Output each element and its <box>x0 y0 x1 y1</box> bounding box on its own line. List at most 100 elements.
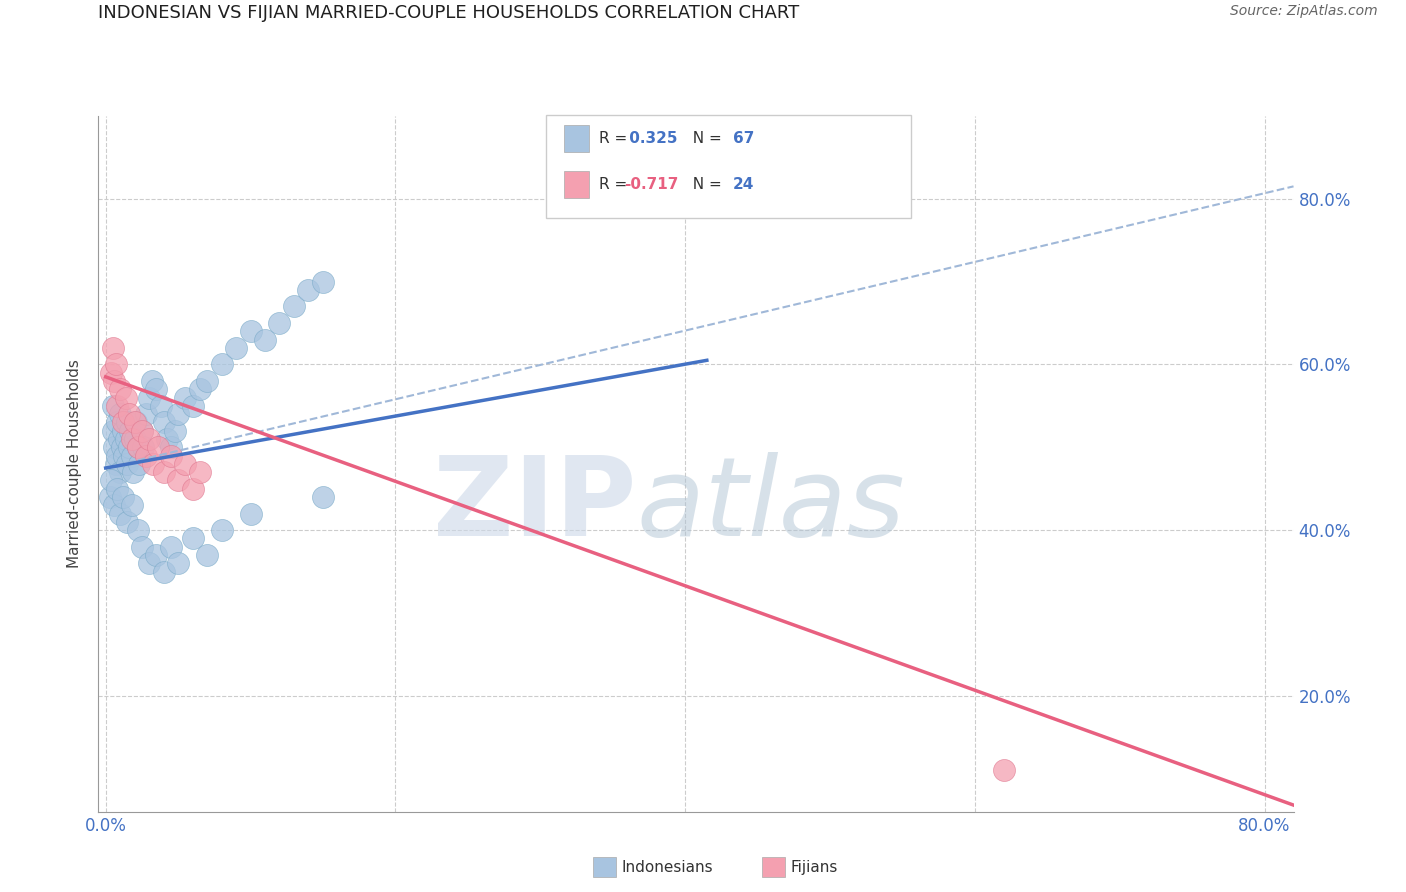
Point <box>138 556 160 570</box>
Point <box>160 440 183 454</box>
Point <box>103 498 125 512</box>
Point <box>120 424 142 438</box>
Point <box>125 416 148 430</box>
Point <box>181 532 204 546</box>
Point <box>152 465 174 479</box>
Point <box>128 457 150 471</box>
Point <box>152 416 174 430</box>
Point <box>101 424 124 438</box>
Point <box>146 440 169 454</box>
Point <box>112 424 135 438</box>
Text: N =: N = <box>683 178 727 193</box>
Point <box>138 391 160 405</box>
Text: 24: 24 <box>733 178 754 193</box>
Point <box>225 341 247 355</box>
Point <box>167 556 190 570</box>
Point <box>107 432 129 446</box>
Point <box>110 440 132 454</box>
Point <box>132 440 155 454</box>
Point <box>105 449 128 463</box>
Text: Source: ZipAtlas.com: Source: ZipAtlas.com <box>1230 4 1378 19</box>
Point <box>131 424 153 438</box>
Point <box>112 416 135 430</box>
Text: INDONESIAN VS FIJIAN MARRIED-COUPLE HOUSEHOLDS CORRELATION CHART: INDONESIAN VS FIJIAN MARRIED-COUPLE HOUS… <box>98 4 800 22</box>
Point <box>188 382 211 396</box>
Text: 67: 67 <box>733 131 754 146</box>
Point <box>117 457 139 471</box>
Point <box>127 440 149 454</box>
Point <box>195 374 218 388</box>
Point <box>160 449 183 463</box>
Point <box>312 275 335 289</box>
Point <box>117 515 139 529</box>
Point <box>118 440 141 454</box>
Point <box>124 416 146 430</box>
Point <box>104 457 127 471</box>
Point <box>115 391 138 405</box>
Point <box>145 382 167 396</box>
Point <box>239 324 262 338</box>
Point <box>103 440 125 454</box>
Point <box>100 366 122 380</box>
Point <box>152 565 174 579</box>
Point <box>145 548 167 562</box>
Point <box>181 399 204 413</box>
Point <box>103 374 125 388</box>
Point <box>211 358 233 372</box>
Point <box>117 416 139 430</box>
Point <box>105 399 128 413</box>
Text: Fijians: Fijians <box>790 860 838 874</box>
Point <box>101 399 124 413</box>
Y-axis label: Married-couple Households: Married-couple Households <box>67 359 83 568</box>
Point <box>167 407 190 421</box>
Point <box>118 407 141 421</box>
Point <box>98 490 121 504</box>
Point <box>165 424 187 438</box>
Point <box>122 465 145 479</box>
Point <box>127 523 149 537</box>
Point <box>211 523 233 537</box>
Point <box>155 432 177 446</box>
Point <box>142 457 165 471</box>
Point <box>112 490 135 504</box>
Point <box>127 440 149 454</box>
Point <box>195 548 218 562</box>
Point <box>167 474 190 488</box>
Point <box>121 432 143 446</box>
Point <box>181 482 204 496</box>
Point <box>239 507 262 521</box>
Point <box>135 407 157 421</box>
Point <box>114 449 136 463</box>
Point <box>108 507 131 521</box>
Point <box>160 540 183 554</box>
Point <box>101 341 124 355</box>
Point <box>104 358 127 372</box>
Point <box>149 399 172 413</box>
Point <box>141 374 163 388</box>
Text: -0.717: -0.717 <box>624 178 679 193</box>
Point <box>138 432 160 446</box>
Point <box>124 432 146 446</box>
Text: Indonesians: Indonesians <box>621 860 713 874</box>
Point <box>108 382 131 396</box>
Point <box>108 465 131 479</box>
Point <box>174 391 197 405</box>
Text: R =: R = <box>599 131 633 146</box>
Point <box>105 482 128 496</box>
Point <box>993 764 1015 778</box>
Text: R =: R = <box>599 178 633 193</box>
Point <box>108 407 131 421</box>
Point <box>253 333 276 347</box>
Text: 0.325: 0.325 <box>624 131 678 146</box>
Point <box>121 449 143 463</box>
Point <box>269 316 291 330</box>
Point <box>135 449 157 463</box>
Point <box>100 474 122 488</box>
Point <box>188 465 211 479</box>
Text: ZIP: ZIP <box>433 452 637 559</box>
Text: N =: N = <box>683 131 727 146</box>
Point <box>297 283 319 297</box>
Point <box>131 540 153 554</box>
Point <box>115 432 138 446</box>
Point <box>105 416 128 430</box>
